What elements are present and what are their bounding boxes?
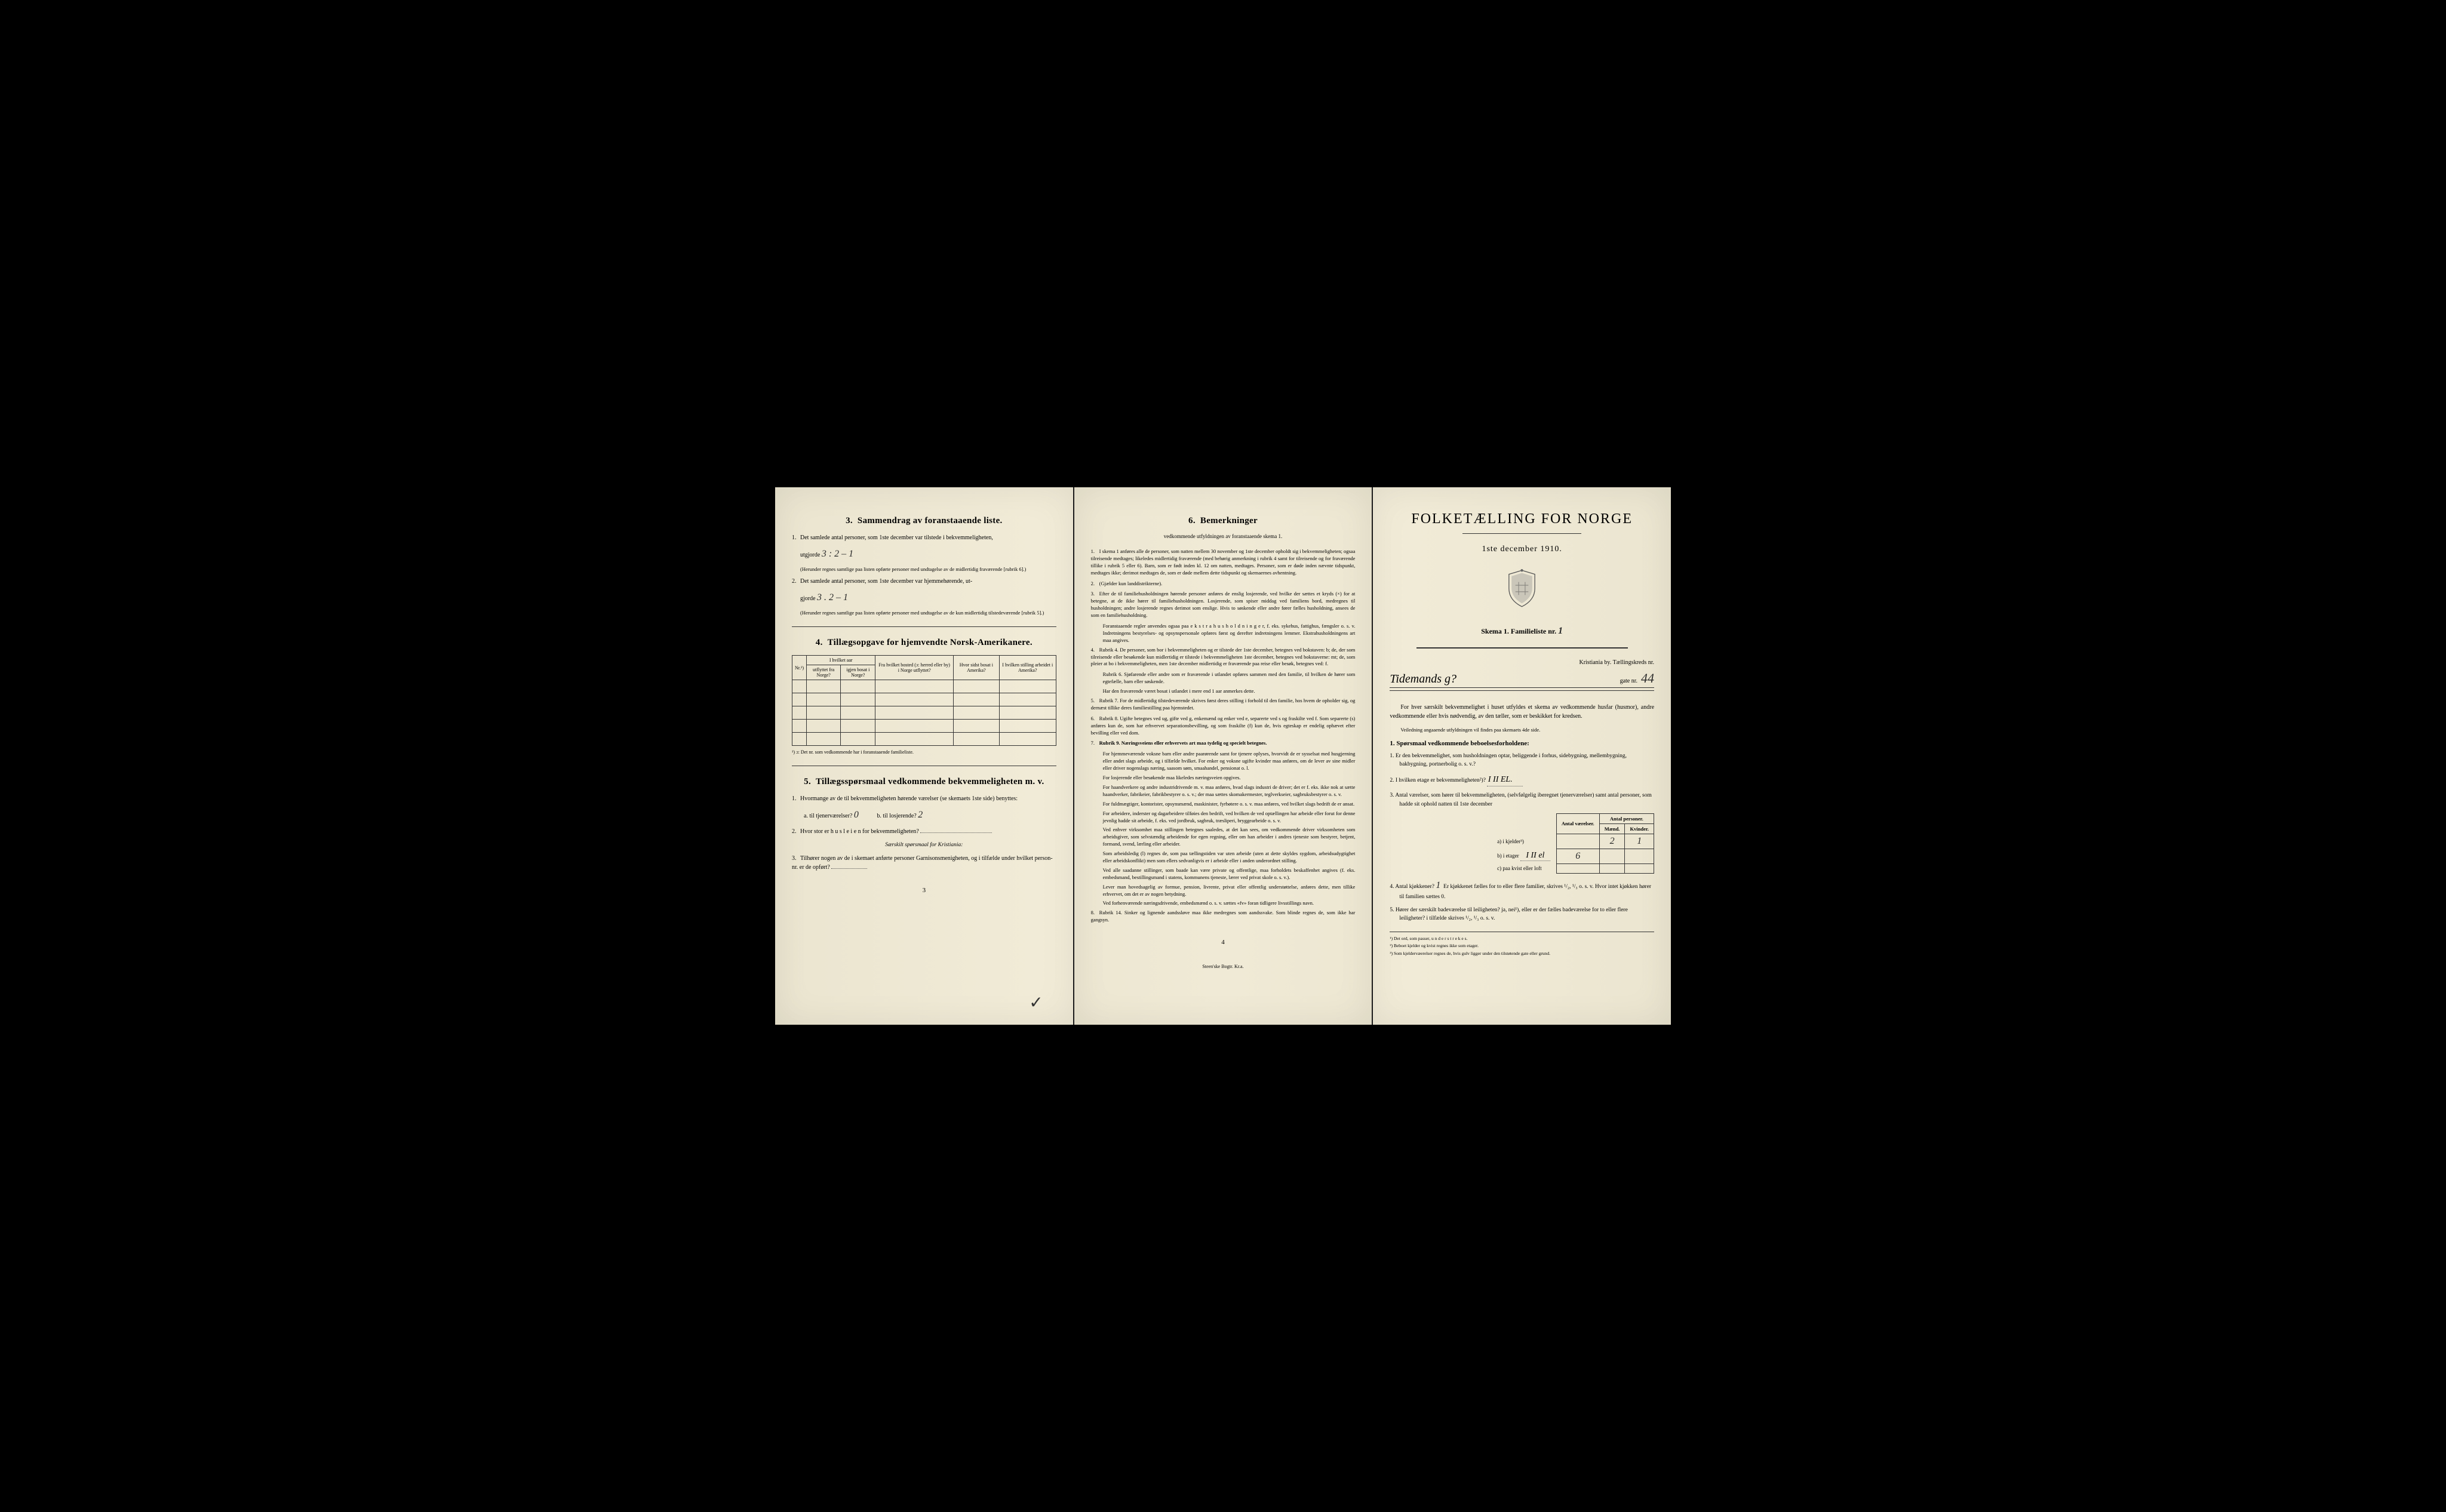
section5-title: 5.Tillægsspørsmaal vedkommende bekvemmel… <box>792 777 1056 787</box>
section4-title: 4.Tillægsopgave for hjemvendte Norsk-Ame… <box>792 638 1056 648</box>
table-row <box>792 693 1056 706</box>
q1-heading: 1. Spørsmaal vedkommende beboelsesforhol… <box>1390 740 1654 747</box>
th-igjen: igjen bosat i Norge? <box>841 665 875 680</box>
divider <box>1416 647 1628 649</box>
s5-special: Særskilt spørsmaal for Kristiania: <box>792 842 1056 848</box>
s5-q1: 1.Hvormange av de til bekvemmeligheten h… <box>792 794 1056 803</box>
bem-4: 4.Rubrik 4. De personer, som bor i bekve… <box>1091 647 1356 668</box>
s3-q2-value: gjorde 3 . 2 – 1 <box>800 591 1056 605</box>
bem-7a: For hjemmeværende voksne barn eller andr… <box>1103 751 1356 772</box>
bem-7g: Som arbeidsledig (l) regnes de, som paa … <box>1103 850 1356 865</box>
table-row: b) i etager I II el 6 <box>1492 849 1654 863</box>
bem-3-sub: Foranstaaende regler anvendes ogsaa paa … <box>1103 623 1356 644</box>
table-row <box>792 720 1056 733</box>
city-line: Kristiania by. Tællingskreds nr. <box>1390 659 1654 666</box>
s5-q3: 3.Tilhører nogen av de i skemaet anførte… <box>792 854 1056 872</box>
th-aar: I hvilket aar <box>807 656 875 665</box>
section6-title: 6.Bemerkninger <box>1091 516 1356 526</box>
census-document: 3.Sammendrag av foranstaaende liste. 1.D… <box>775 487 1671 1025</box>
th-vaerelser: Antal værelser. <box>1556 813 1599 834</box>
section6-subtitle: vedkommende utfyldningen av foranstaaend… <box>1091 533 1356 539</box>
main-title: FOLKETÆLLING FOR NORGE <box>1390 511 1654 527</box>
bem-8: 8.Rubrik 14. Sinker og lignende aandsslø… <box>1091 909 1356 924</box>
footnote-2: ²) Beboet kjelder og kvist regnes ikke s… <box>1390 943 1654 949</box>
bem-2: 2.(Gjælder kun landdistrikterne). <box>1091 580 1356 588</box>
bem-6: 6.Rubrik 8. Ugifte betegnes ved ug, gift… <box>1091 715 1356 737</box>
s3-q1: 1.Det samlede antal personer, som 1ste d… <box>792 533 1056 542</box>
bem-4a: Rubrik 6. Sjøfarende eller andre som er … <box>1103 671 1356 686</box>
section3-title: 3.Sammendrag av foranstaaende liste. <box>792 516 1056 526</box>
th-kvinder: Kvinder. <box>1625 823 1654 834</box>
intro-paragraph: For hver særskilt bekvemmelighet i huset… <box>1390 703 1654 721</box>
s5-q1ab: a. til tjenerværelser? 0 b. til losjeren… <box>804 808 1056 822</box>
bem-1: 1.I skema 1 anføres alle de personer, so… <box>1091 548 1356 577</box>
divider <box>1462 533 1581 534</box>
imprint: Steen'ske Bogtr. Kr.a. <box>1091 964 1356 969</box>
intro-note: Veiledning angaaende utfyldningen vil fi… <box>1390 727 1654 734</box>
street-line: Tidemands g? gate nr. 44 <box>1390 671 1654 688</box>
bem-7j: Ved forhenværende næringsdrivende, embed… <box>1103 900 1356 907</box>
s3-q1-value: utgjorde 3 : 2 – 1 <box>800 547 1056 561</box>
table-row <box>792 733 1056 746</box>
bem-7d: For fuldmægtiger, kontorister, opsynsmæn… <box>1103 801 1356 808</box>
page-3: 3.Sammendrag av foranstaaende liste. 1.D… <box>775 487 1073 1025</box>
bem-4b: Har den fraværende været bosat i utlande… <box>1103 688 1356 695</box>
page-4: 6.Bemerkninger vedkommende utfyldningen … <box>1074 487 1372 1025</box>
bem-7: 7.Rubrik 9. Næringsveiens eller erhverve… <box>1091 740 1356 747</box>
bem-7f: Ved enhver virksomhet maa stillingen bet… <box>1103 826 1356 848</box>
th-maend: Mænd. <box>1599 823 1625 834</box>
bem-7b: For losjerende eller besøkende maa likel… <box>1103 775 1356 782</box>
coat-of-arms-icon <box>1390 569 1654 611</box>
th-utflyttet: utflyttet fra Norge? <box>807 665 841 680</box>
th-nr: Nr.¹) <box>792 656 807 680</box>
th-personer: Antal personer. <box>1599 813 1654 823</box>
page-number: 4 <box>1091 939 1356 946</box>
r-item-4: 4. Antal kjøkkener? 1 Er kjøkkenet fælle… <box>1390 878 1654 901</box>
table-row: a) i kjelder³) 2 1 <box>1492 834 1654 849</box>
r-item-1: 1. Er den bekvemmelighet, som husholdnin… <box>1390 752 1654 769</box>
footnote-1: ¹) Det ord, som passer, u n d e r s t r … <box>1390 936 1654 942</box>
bem-7c: For haandverkere og andre industridriven… <box>1103 784 1356 798</box>
th-stilling: I hvilken stilling arbeidet i Amerika? <box>999 656 1056 680</box>
r-item-2: 2. I hvilken etage er bekvemmeligheten²)… <box>1390 773 1654 786</box>
bem-3: 3.Efter de til familiehusholdningen høre… <box>1091 591 1356 619</box>
checkmark-icon: ✓ <box>1029 992 1043 1013</box>
section4-table: Nr.¹) I hvilket aar Fra hvilket bosted (… <box>792 655 1056 746</box>
table-row: c) paa kvist eller loft <box>1492 863 1654 873</box>
r-item-5: 5. Hører der særskilt badeværelse til le… <box>1390 906 1654 923</box>
s3-q2: 2.Det samlede antal personer, som 1ste d… <box>792 577 1056 586</box>
page-number: 3 <box>792 887 1056 894</box>
skema-line: Skema 1. Familieliste nr. 1 <box>1390 626 1654 637</box>
footnotes: ¹) Det ord, som passer, u n d e r s t r … <box>1390 932 1654 957</box>
r-item-3: 3. Antal værelser, som hører til bekvemm… <box>1390 791 1654 809</box>
s3-q2-note: (Herunder regnes samtlige paa listen opf… <box>800 610 1056 616</box>
bem-7i: Lever man hovedsagelig av formue, pensio… <box>1103 884 1356 898</box>
main-date: 1ste december 1910. <box>1390 545 1654 554</box>
bem-7h: Ved alle saadanne stillinger, som baade … <box>1103 867 1356 881</box>
bem-5: 5.Rubrik 7. For de midlertidig tilstedev… <box>1091 697 1356 712</box>
s3-q1-note: (Herunder regnes samtlige paa listen opf… <box>800 566 1056 572</box>
page-1: FOLKETÆLLING FOR NORGE 1ste december 191… <box>1373 487 1671 1025</box>
divider <box>792 626 1056 627</box>
table-row <box>792 680 1056 693</box>
footnote-3: ³) Som kjeldervæerelser regnes de, hvis … <box>1390 951 1654 957</box>
bem-7e: For arbeidere, inderster og dagarbeidere… <box>1103 810 1356 825</box>
table-row <box>792 706 1056 720</box>
s5-q2: 2.Hvor stor er h u s l e i e n for bekve… <box>792 827 1056 836</box>
section4-footnote: ¹) ɔ: Det nr. som vedkommende har i fora… <box>792 749 1056 755</box>
divider <box>1390 690 1654 691</box>
rooms-table: Antal værelser. Antal personer. Mænd. Kv… <box>1492 813 1654 874</box>
th-bosted: Fra hvilket bosted (ɔ: herred eller by) … <box>875 656 954 680</box>
th-sidst: Hvor sidst bosat i Amerika? <box>953 656 999 680</box>
